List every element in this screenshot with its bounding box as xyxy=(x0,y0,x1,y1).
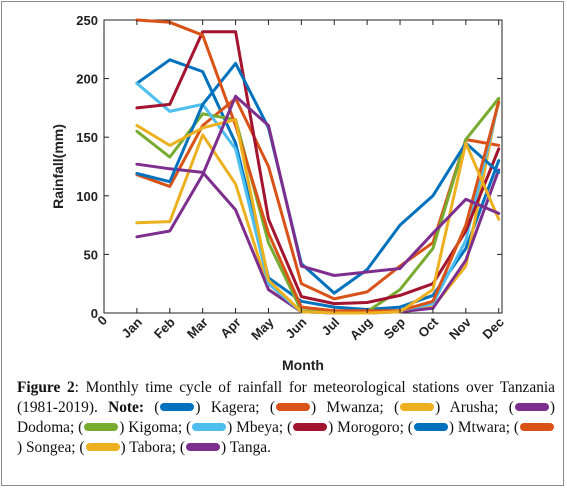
x-tick-label: Sep xyxy=(381,314,409,342)
rainfall-line-chart: 0 50 100 150 200 250 0 Jan Feb Mar Apr May Jun Jul Au… xyxy=(50,13,507,373)
figure-caption: Figure 2: Monthly time cycle of rainfall… xyxy=(17,378,555,458)
y-axis-ticks: 0 50 100 150 200 250 xyxy=(76,13,502,321)
x-tick-label: Jan xyxy=(119,314,145,340)
legend-entry-label: ) Mtwara; xyxy=(448,419,514,436)
legend-entry-label: ) Tabora; xyxy=(120,439,180,456)
legend-swatch xyxy=(160,403,195,412)
x-tick-label: Feb xyxy=(151,314,178,341)
x-tick-label: Oct xyxy=(415,314,441,340)
legend-swatch xyxy=(84,423,119,432)
legend-entry-label: ) Dodoma; xyxy=(17,399,555,436)
x-tick-label: Jun xyxy=(283,314,310,341)
legend-paren: ( xyxy=(513,419,519,436)
x-tick-label: May xyxy=(248,314,277,343)
y-tick-label: 50 xyxy=(84,247,98,262)
x-tick-label: Aug xyxy=(347,314,376,343)
note-label: Note: xyxy=(108,399,144,416)
legend-paren: ( xyxy=(287,419,293,436)
series-line-mtwara xyxy=(135,61,501,295)
x-axis-title: Month xyxy=(282,357,324,373)
legend-swatch xyxy=(186,443,221,452)
legend-paren: ( xyxy=(179,439,186,456)
legend-paren: ( xyxy=(508,399,514,416)
series-lines xyxy=(135,18,501,315)
legend-swatch xyxy=(275,403,310,412)
series-line-tanga xyxy=(135,94,501,277)
legend-paren: ( xyxy=(269,399,275,416)
caption-text: : Monthly time cycle of rainfall for met… xyxy=(17,379,556,416)
caption-legend: () Kagera; () Mwanza; () Arusha; () Dodo… xyxy=(17,399,555,456)
y-axis-title: Rainfall(mm) xyxy=(50,124,66,209)
legend-swatch xyxy=(520,423,554,432)
x-tick-label-origin: 0 xyxy=(94,313,110,329)
y-tick-label: 250 xyxy=(76,13,98,28)
legend-entry-label: ) Mbeya; xyxy=(227,419,288,436)
legend-paren: ( xyxy=(186,419,192,436)
y-tick-label: 100 xyxy=(76,189,98,204)
x-tick-label: Apr xyxy=(217,315,243,341)
legend-swatch xyxy=(293,423,328,432)
legend-paren: ( xyxy=(78,419,84,436)
legend-entry-label: ) Songea; xyxy=(17,439,80,456)
y-tick-label: 0 xyxy=(91,306,98,321)
legend-swatch xyxy=(400,403,435,412)
legend-entry-label: ) Arusha; xyxy=(435,399,509,416)
series-line-songea xyxy=(135,18,501,313)
legend-swatch xyxy=(514,403,549,412)
legend-entry-label: ) Morogoro; xyxy=(328,419,408,436)
series-line-tabora xyxy=(135,118,501,315)
legend-paren: ( xyxy=(144,399,160,416)
series-line-morogoro xyxy=(135,30,501,306)
legend-entry-label: ) Mwanza; xyxy=(310,399,394,416)
legend-paren: ( xyxy=(393,399,400,416)
x-tick-label: Mar xyxy=(184,315,211,342)
legend-swatch xyxy=(413,423,448,432)
legend-paren: ( xyxy=(79,439,85,456)
y-tick-label: 200 xyxy=(76,72,98,87)
y-tick-label: 150 xyxy=(76,130,98,145)
legend-swatch xyxy=(85,443,120,452)
legend-entry-label: ) Kigoma; xyxy=(119,419,187,436)
figure-label: Figure 2 xyxy=(17,379,75,396)
legend-entry-label: ) Kagera; xyxy=(195,399,270,416)
x-tick-label: Jul xyxy=(318,315,342,339)
legend-entry-label: ) Tanga. xyxy=(221,439,271,456)
legend-paren: ( xyxy=(407,419,413,436)
x-tick-label: Nov xyxy=(446,314,475,343)
x-tick-label: Dec xyxy=(479,315,506,342)
legend-swatch xyxy=(192,423,227,432)
